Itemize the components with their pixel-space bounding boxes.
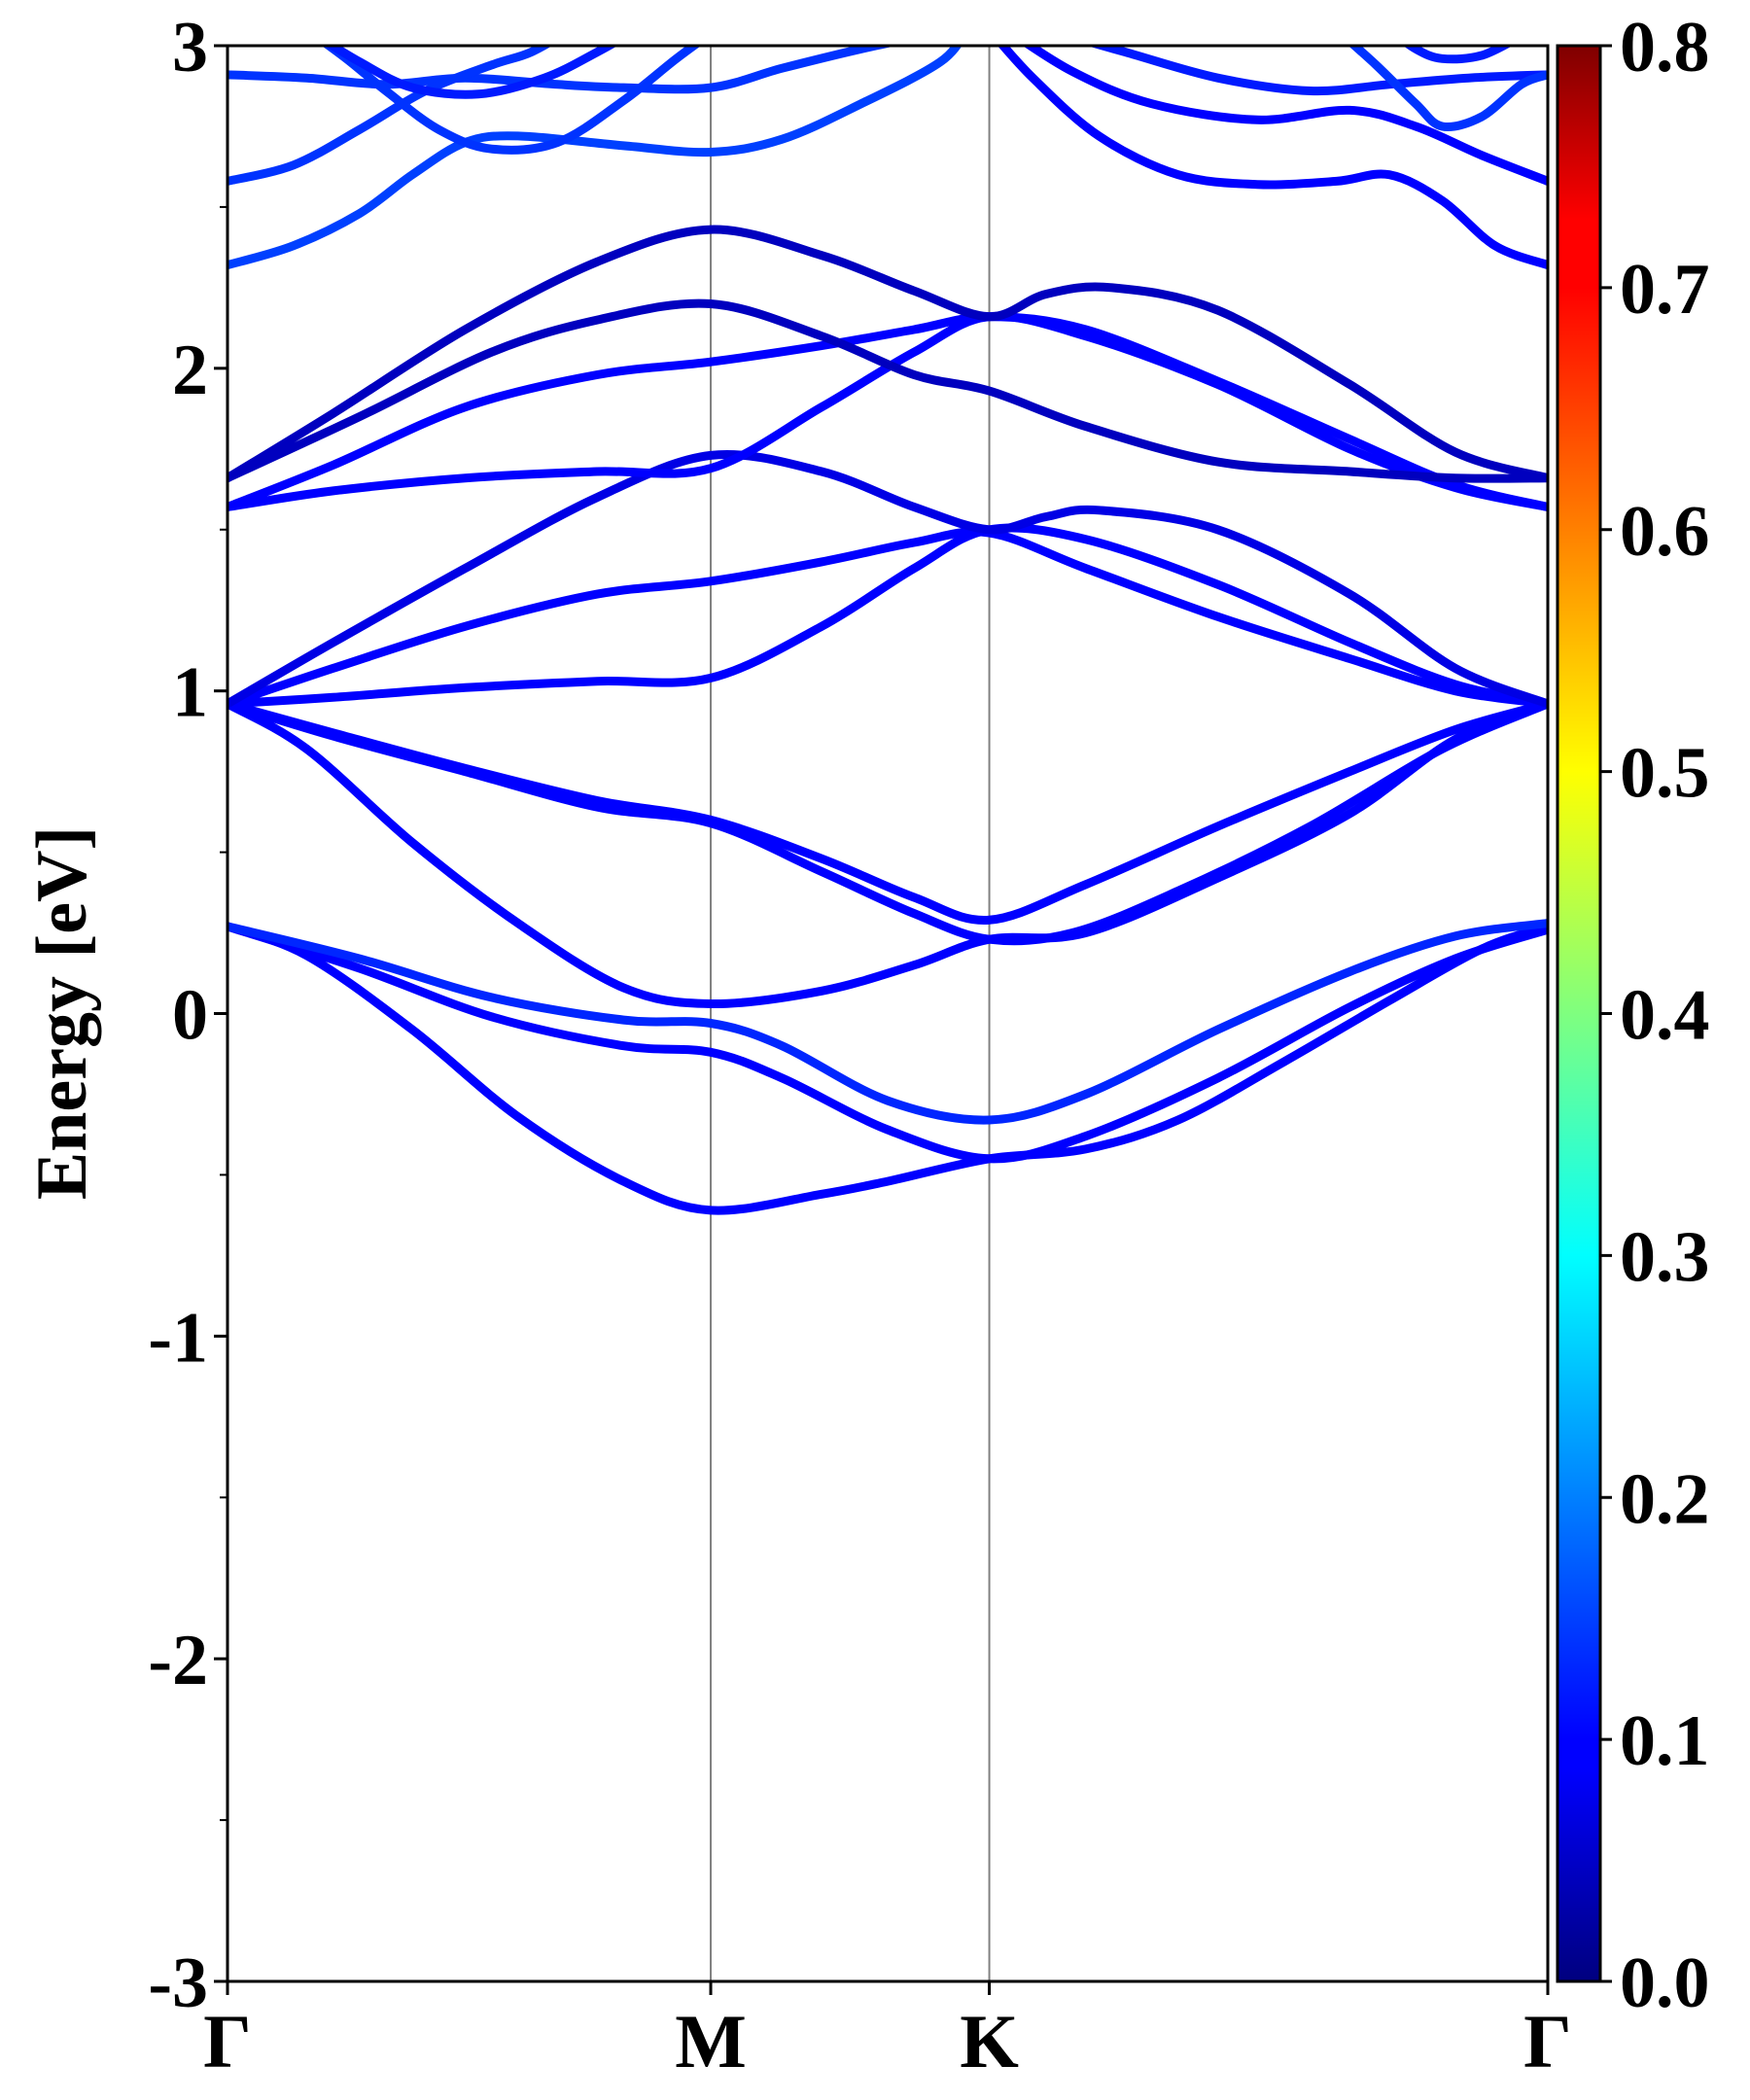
y-tick-label-6: 3 [172,8,208,88]
x-tick-label-2: K [960,1999,1019,2083]
band-4 [228,699,1548,1009]
band-18 [324,46,618,99]
colorbar-tick-label-2: 0.2 [1620,1459,1710,1539]
band-7 [228,523,1548,709]
colorbar-ticks: 0.0 0.1 0.2 0.3 0.4 0.5 0.6 0.7 0.8 [1600,8,1710,2023]
band-16 [228,46,962,270]
band-10 [228,311,1548,511]
band-5 [228,699,1548,946]
colorbar-tick-label-7: 0.7 [1620,250,1710,330]
band-14 [228,46,897,94]
band-2 [228,922,1548,1164]
band-8 [228,527,1548,709]
y-tick-label-0: -3 [148,1943,208,2023]
high-symmetry-lines [710,46,991,1981]
colorbar-tick-label-0: 0.0 [1620,1943,1710,2023]
y-axis-ticks: -3 -2 -1 0 1 2 3 [148,8,228,2023]
y-tick-label-5: 2 [172,331,208,410]
band-3 [228,919,1548,1125]
colorbar-tick-label-4: 0.4 [1620,976,1710,1056]
x-tick-label-0: Γ [203,1999,252,2083]
band-23 [1403,46,1513,64]
band-17 [321,46,702,155]
x-tick-label-1: M [675,1999,747,2083]
band-13 [228,298,1548,483]
y-tick-label-3: 0 [172,976,208,1056]
y-axis-label: Energy [eV] [22,826,102,1200]
energy-bands [228,46,1548,1215]
band-12 [228,225,1548,483]
band-21 [1086,46,1548,96]
colorbar-tick-label-8: 0.8 [1620,8,1710,88]
y-tick-label-2: -1 [148,1298,208,1378]
band-19 [997,46,1548,270]
y-tick-label-4: 1 [172,653,208,733]
colorbar: 0.0 0.1 0.2 0.3 0.4 0.5 0.6 0.7 0.8 [1556,8,1710,2023]
band-20 [1022,46,1548,186]
colorbar-tick-label-1: 0.1 [1620,1701,1710,1781]
colorbar-gradient [1556,44,1602,1983]
colorbar-tick-label-3: 0.3 [1620,1217,1710,1297]
colorbar-tick-label-5: 0.5 [1620,734,1710,814]
band-1 [228,922,1548,1215]
band-11 [228,312,1548,511]
x-tick-label-3: Γ [1523,1999,1572,2083]
colorbar-tick-label-6: 0.6 [1620,492,1710,572]
y-tick-label-1: -2 [148,1621,208,1700]
band-22 [1348,46,1548,131]
band-9 [228,450,1548,709]
band-6 [228,699,1548,925]
